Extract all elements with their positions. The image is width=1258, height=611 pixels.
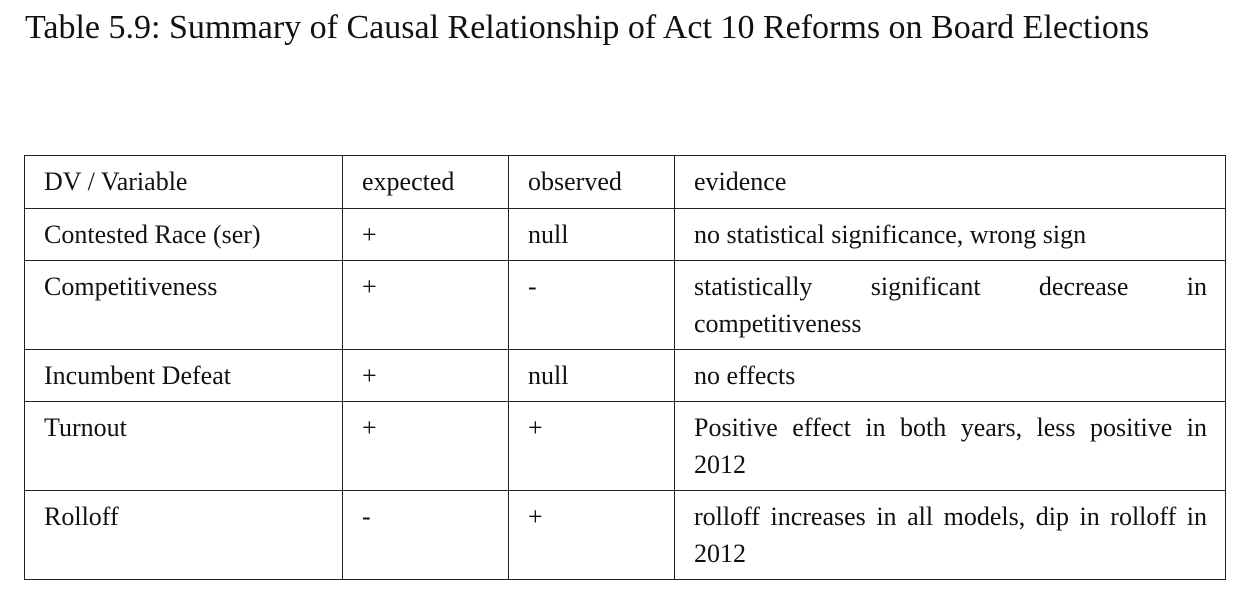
table-body: DV / Variable expected observed evidence Con… xyxy=(24,155,1226,580)
table-row: Incumbent Defeat + null no effects xyxy=(24,349,1226,402)
table-row: Rolloff - + rolloff increases in all models… xyxy=(24,490,1226,580)
table-cell: observed xyxy=(508,155,675,209)
table-cell: + xyxy=(508,401,675,491)
table-cell: expected xyxy=(342,155,509,209)
evidence-cell: no statistical significance, wrong sign xyxy=(674,208,1226,261)
header-row: DV / Variable expected observed evidence xyxy=(24,155,1226,209)
table-cell: - xyxy=(342,490,509,580)
table-cell: Incumbent Defeat xyxy=(24,349,343,402)
evidence-cell: evidence xyxy=(674,155,1226,209)
table-caption: Table 5.9: Summary of Causal Relationshi… xyxy=(25,9,1150,46)
table-cell: Turnout xyxy=(24,401,343,491)
table-cell: Competitiveness xyxy=(24,260,343,350)
table-row: Turnout + + Positive effect in both years, … xyxy=(24,401,1226,491)
evidence-cell: statistically significant decrease in co… xyxy=(674,260,1226,350)
table-cell: - xyxy=(508,260,675,350)
table-cell: + xyxy=(342,260,509,350)
evidence-cell: Positive effect in both years, less posi… xyxy=(674,401,1226,491)
table-cell: Rolloff xyxy=(24,490,343,580)
table-cell: DV / Variable xyxy=(24,155,343,209)
table-cell: + xyxy=(342,401,509,491)
summary-table: DV / Variable expected observed evidence Con… xyxy=(24,155,1226,580)
table-row: Competitiveness + - statistically significa… xyxy=(24,260,1226,350)
evidence-cell: rolloff increases in all models, dip in … xyxy=(674,490,1226,580)
table-cell: Contested Race (ser) xyxy=(24,208,343,261)
table-cell: null xyxy=(508,208,675,261)
table-cell: + xyxy=(342,208,509,261)
table-cell: + xyxy=(508,490,675,580)
table-row: Contested Race (ser) + null no statistical … xyxy=(24,208,1226,261)
evidence-cell: no effects xyxy=(674,349,1226,402)
table-cell: + xyxy=(342,349,509,402)
table-cell: null xyxy=(508,349,675,402)
